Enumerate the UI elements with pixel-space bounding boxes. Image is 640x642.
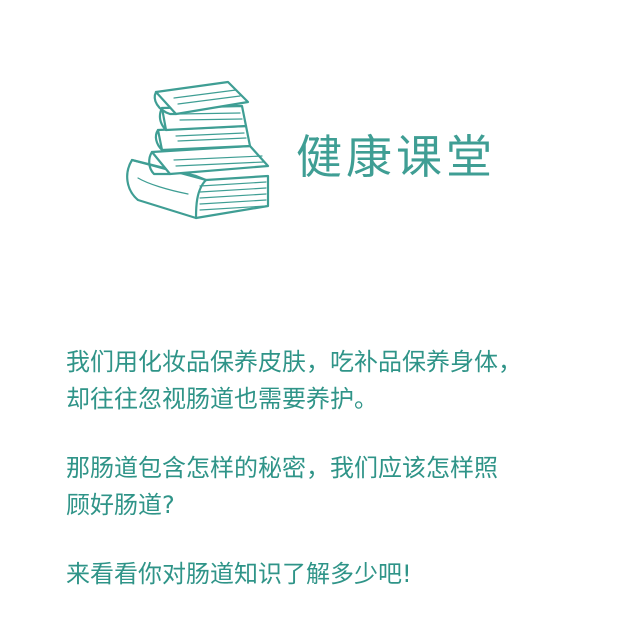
intro-text: 我们用化妆品保养皮肤，吃补品保养身体， 却往往忽视肠道也需要养护。 那肠道包含怎… xyxy=(66,344,606,625)
course-header: 健康课堂 xyxy=(118,78,518,228)
text-line: 却往往忽视肠道也需要养护。 xyxy=(66,385,378,413)
paragraph: 那肠道包含怎样的秘密，我们应该怎样照 顾好肠道? xyxy=(66,450,606,524)
text-line: 顾好肠道? xyxy=(66,491,175,519)
text-line: 我们用化妆品保养皮肤，吃补品保养身体， xyxy=(66,348,522,376)
stack-of-books-icon xyxy=(126,80,270,220)
text-line: 那肠道包含怎样的秘密，我们应该怎样照 xyxy=(66,454,498,482)
paragraph: 来看看你对肠道知识了解多少吧! xyxy=(66,556,606,593)
text-line: 来看看你对肠道知识了解多少吧! xyxy=(66,560,412,588)
page-title: 健康课堂 xyxy=(296,130,496,184)
paragraph: 我们用化妆品保养皮肤，吃补品保养身体， 却往往忽视肠道也需要养护。 xyxy=(66,344,606,418)
